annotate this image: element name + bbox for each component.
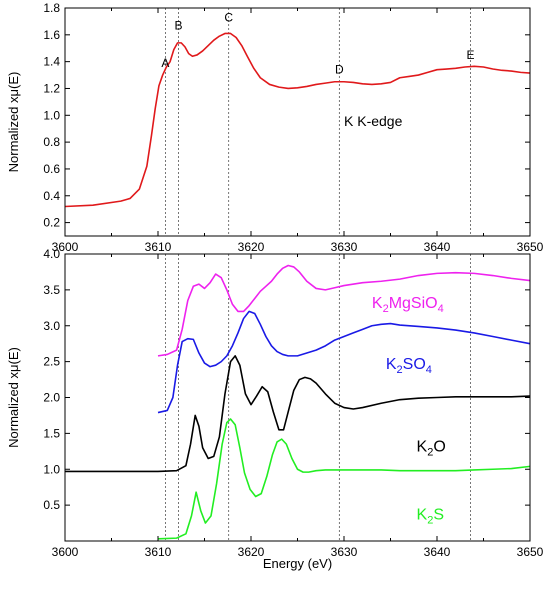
x-tick-label: 3610 bbox=[145, 545, 172, 559]
series-line bbox=[65, 355, 531, 473]
y-tick-label: 1.4 bbox=[43, 55, 60, 69]
series-label-text: K bbox=[417, 438, 428, 455]
series-label-subscript: 2 bbox=[427, 446, 433, 458]
series-line bbox=[157, 310, 531, 414]
series-label: K2S bbox=[417, 506, 444, 526]
x-tick-label: 3640 bbox=[424, 545, 451, 559]
x-tick-label: 3630 bbox=[331, 545, 358, 559]
y-tick-label: 1.8 bbox=[43, 1, 60, 15]
series-label-subscript: 2 bbox=[383, 303, 389, 315]
y-tick-label: 1.0 bbox=[43, 462, 60, 476]
y-tick-label: 2.5 bbox=[43, 355, 60, 369]
series-line bbox=[157, 418, 531, 540]
y-axis-label: Normalized xμ(E) bbox=[6, 347, 21, 448]
y-tick-label: 1.0 bbox=[43, 108, 60, 122]
peak-label: A bbox=[161, 56, 169, 70]
peak-label: D bbox=[335, 63, 344, 77]
x-axis-label: Energy (eV) bbox=[263, 556, 332, 571]
series-line bbox=[64, 32, 531, 208]
y-tick-label: 0.4 bbox=[43, 189, 60, 203]
series-line bbox=[157, 264, 531, 357]
x-tick-label: 3630 bbox=[331, 240, 358, 254]
series-label: K2MgSiO4 bbox=[372, 295, 444, 315]
peak-label: B bbox=[174, 18, 182, 32]
series-label-text: K bbox=[386, 356, 397, 373]
bottom-panel-references: 3600 3610 3620 3630 3640 3650 0.5 1.0 1.5 2.0 2.5 3… bbox=[6, 247, 544, 571]
series-label-text: K bbox=[372, 295, 383, 312]
x-tick-label: 3610 bbox=[145, 240, 172, 254]
series-label-subscript: 4 bbox=[438, 303, 444, 315]
series-label-subscript: 4 bbox=[426, 364, 432, 376]
y-tick-label: 0.8 bbox=[43, 135, 60, 149]
series-label: K2SO4 bbox=[386, 356, 432, 376]
series-label-text: MgSiO bbox=[389, 295, 438, 312]
x-tick-label: 3600 bbox=[52, 545, 79, 559]
peak-label: E bbox=[466, 48, 474, 62]
x-tick-label: 3600 bbox=[52, 240, 79, 254]
x-tick-label: 3620 bbox=[238, 240, 265, 254]
y-tick-label: 1.5 bbox=[43, 426, 60, 440]
series-label-text: O bbox=[433, 438, 445, 455]
y-tick-label: 1.6 bbox=[43, 28, 60, 42]
y-tick-label: 2.0 bbox=[43, 391, 60, 405]
series-label-text: K bbox=[417, 506, 428, 523]
series-label-text: SO bbox=[403, 356, 426, 373]
y-tick-label: 4.0 bbox=[43, 247, 60, 261]
y-tick-label: 3.0 bbox=[43, 319, 60, 333]
series-label: K2O bbox=[417, 438, 446, 458]
x-tick-label: 3650 bbox=[517, 545, 544, 559]
y-axis-label: Normalized xμ(E) bbox=[6, 72, 21, 173]
top-panel-k-edge: 3600 3610 3620 3630 3640 3650 0.2 0.4 0.6 0.8 1.0 1… bbox=[6, 1, 544, 254]
series-label-subscript: 2 bbox=[397, 364, 403, 376]
peak-label: C bbox=[224, 10, 233, 24]
y-tick-label: 0.6 bbox=[43, 162, 60, 176]
plot-frame bbox=[64, 7, 531, 237]
panel-annotation: K K-edge bbox=[344, 113, 403, 129]
x-tick-label: 3640 bbox=[424, 240, 451, 254]
y-tick-label: 3.5 bbox=[43, 283, 60, 297]
x-tick-label: 3620 bbox=[238, 545, 265, 559]
y-tick-label: 0.5 bbox=[43, 498, 60, 512]
x-tick-label: 3650 bbox=[517, 240, 544, 254]
y-tick-label: 1.2 bbox=[43, 81, 60, 95]
y-tick-label: 0.2 bbox=[43, 216, 60, 230]
series-label-subscript: 2 bbox=[427, 514, 433, 526]
series-label-text: S bbox=[433, 506, 444, 523]
